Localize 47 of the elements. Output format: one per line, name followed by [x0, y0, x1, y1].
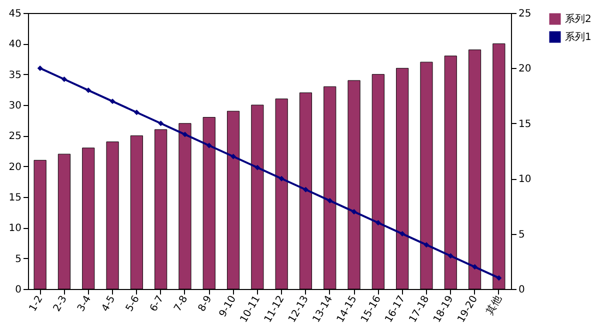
x-tick-label: 8-9: [196, 294, 214, 314]
y2-tick-label: 25: [518, 8, 532, 20]
point: [206, 142, 212, 148]
point: [351, 208, 357, 214]
y2-tick-label: 15: [518, 118, 532, 130]
y-tick-label: 40: [8, 39, 22, 50]
point: [327, 198, 333, 204]
point: [496, 275, 502, 281]
x-tick-label: 1-2: [28, 294, 46, 314]
point: [158, 120, 164, 126]
x-tick-label: 5-6: [124, 294, 142, 314]
point: [472, 264, 478, 270]
y-tick-label: 10: [8, 223, 22, 234]
y-tick-label: 5: [15, 254, 22, 265]
point: [110, 98, 116, 104]
y2-tick-label: 5: [518, 229, 525, 240]
point: [302, 186, 308, 192]
point: [134, 110, 140, 116]
legend-label: 系列2: [565, 13, 592, 25]
point: [375, 220, 381, 226]
x-tick-label: 3-4: [76, 294, 94, 314]
point: [61, 76, 67, 82]
point: [424, 242, 430, 248]
point: [230, 154, 236, 160]
legend-label: 系列1: [565, 31, 592, 43]
x-tick-label: 6-7: [148, 294, 166, 314]
y-tick-label: 20: [8, 162, 22, 173]
y-tick-label: 30: [8, 100, 22, 112]
y-tick-label: 15: [8, 192, 22, 204]
y2-tick-label: 10: [518, 174, 532, 186]
point: [37, 65, 43, 71]
y2-tick-label: 20: [518, 64, 532, 75]
y2-tick-label: 0: [518, 284, 525, 296]
point: [448, 253, 454, 259]
x-tick-label: 其他: [484, 294, 504, 317]
point: [86, 88, 92, 94]
point: [278, 176, 284, 182]
point: [182, 132, 188, 138]
x-tick-label: 7-8: [172, 294, 190, 314]
y-tick-label: 25: [8, 131, 22, 142]
y-tick-label: 0: [15, 284, 22, 296]
y-tick-label: 45: [8, 8, 22, 20]
point: [254, 164, 260, 170]
x-tick-label: 2-3: [52, 294, 70, 314]
point: [400, 231, 406, 237]
x-tick-label: 4-5: [100, 294, 118, 314]
y-tick-label: 35: [8, 70, 22, 81]
